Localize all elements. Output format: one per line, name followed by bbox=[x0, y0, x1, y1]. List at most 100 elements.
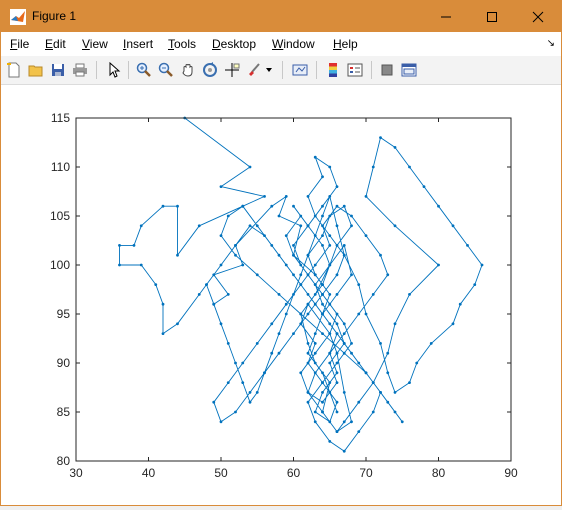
data-point[interactable] bbox=[335, 322, 339, 326]
data-point[interactable] bbox=[299, 322, 303, 326]
data-point[interactable] bbox=[321, 214, 324, 218]
data-point[interactable] bbox=[393, 146, 397, 149]
data-point[interactable] bbox=[328, 381, 332, 384]
data-point[interactable] bbox=[313, 293, 317, 296]
data-point[interactable] bbox=[306, 391, 310, 394]
data-point[interactable] bbox=[342, 420, 346, 424]
maximize-button[interactable] bbox=[469, 1, 515, 32]
data-point[interactable] bbox=[386, 400, 390, 404]
data-point[interactable] bbox=[284, 234, 288, 238]
data-point[interactable] bbox=[342, 342, 346, 345]
data-point[interactable] bbox=[306, 302, 310, 306]
data-cursor-button[interactable] bbox=[222, 60, 242, 80]
data-point[interactable] bbox=[292, 204, 295, 208]
data-point[interactable] bbox=[292, 293, 295, 296]
save-button[interactable] bbox=[48, 60, 68, 80]
data-point[interactable] bbox=[342, 332, 346, 335]
data-point[interactable] bbox=[255, 224, 259, 228]
data-point[interactable] bbox=[226, 381, 230, 384]
rotate-button[interactable] bbox=[200, 60, 220, 80]
data-point[interactable] bbox=[277, 351, 281, 355]
menu-view[interactable]: View bbox=[82, 37, 108, 51]
data-point[interactable] bbox=[335, 410, 339, 414]
data-point[interactable] bbox=[255, 273, 259, 277]
data-point[interactable] bbox=[299, 312, 303, 316]
data-point[interactable] bbox=[234, 253, 237, 257]
data-point[interactable] bbox=[313, 332, 317, 335]
data-point[interactable] bbox=[313, 371, 317, 375]
data-point[interactable] bbox=[313, 410, 317, 414]
data-point[interactable] bbox=[328, 165, 332, 169]
data-point[interactable] bbox=[270, 244, 274, 247]
plot-area[interactable]: 30 40 50 60 70 80 90 80 85 90 95 100 105 110 115 bbox=[1, 85, 561, 505]
data-point[interactable] bbox=[321, 175, 324, 179]
brush-button[interactable] bbox=[244, 60, 264, 80]
data-point[interactable] bbox=[321, 400, 324, 404]
data-point[interactable] bbox=[306, 224, 310, 228]
insert-legend-button[interactable] bbox=[345, 60, 365, 80]
data-point[interactable] bbox=[270, 351, 274, 355]
data-point[interactable] bbox=[342, 322, 346, 326]
data-point[interactable] bbox=[219, 185, 223, 188]
data-point[interactable] bbox=[328, 420, 332, 424]
data-point[interactable] bbox=[328, 351, 332, 355]
data-point[interactable] bbox=[197, 224, 201, 228]
menu-desktop[interactable]: Desktop bbox=[212, 37, 257, 51]
data-point[interactable] bbox=[321, 204, 324, 208]
menu-window[interactable]: Window bbox=[272, 37, 315, 51]
data-point[interactable] bbox=[321, 302, 324, 306]
data-point[interactable] bbox=[393, 410, 397, 414]
data-point[interactable] bbox=[313, 351, 317, 355]
data-point[interactable] bbox=[292, 244, 295, 247]
data-point[interactable] bbox=[335, 332, 339, 335]
data-point[interactable] bbox=[292, 332, 295, 335]
data-point[interactable] bbox=[292, 273, 295, 277]
data-point[interactable] bbox=[226, 293, 230, 296]
data-point[interactable] bbox=[321, 410, 324, 414]
pan-button[interactable] bbox=[178, 60, 198, 80]
data-point[interactable] bbox=[328, 361, 332, 365]
data-point[interactable] bbox=[270, 204, 274, 208]
data-point[interactable] bbox=[371, 165, 375, 169]
data-point[interactable] bbox=[234, 361, 237, 365]
data-point[interactable] bbox=[422, 185, 426, 188]
data-point[interactable] bbox=[480, 263, 484, 267]
data-point[interactable] bbox=[350, 214, 353, 218]
data-point[interactable] bbox=[306, 400, 310, 404]
data-point[interactable] bbox=[313, 263, 317, 267]
data-point[interactable] bbox=[248, 224, 252, 228]
data-point[interactable] bbox=[299, 214, 303, 218]
data-point[interactable] bbox=[328, 234, 332, 238]
data-point[interactable] bbox=[335, 224, 339, 228]
data-point[interactable] bbox=[226, 214, 230, 218]
data-point[interactable] bbox=[342, 351, 346, 355]
data-point[interactable] bbox=[306, 253, 310, 257]
data-point[interactable] bbox=[328, 244, 332, 247]
data-point[interactable] bbox=[321, 234, 324, 238]
data-point[interactable] bbox=[299, 224, 303, 228]
data-point[interactable] bbox=[161, 332, 165, 335]
data-point[interactable] bbox=[364, 195, 368, 198]
data-point[interactable] bbox=[408, 293, 411, 296]
data-point[interactable] bbox=[284, 195, 288, 198]
data-point[interactable] bbox=[321, 371, 324, 375]
data-point[interactable] bbox=[118, 244, 121, 247]
data-point[interactable] bbox=[197, 293, 201, 296]
close-button[interactable] bbox=[515, 1, 561, 32]
data-point[interactable] bbox=[139, 224, 143, 228]
menu-dock-arrow-icon[interactable]: ↘ bbox=[546, 38, 555, 49]
data-point[interactable] bbox=[429, 342, 433, 345]
data-point[interactable] bbox=[321, 293, 324, 296]
data-point[interactable] bbox=[342, 253, 346, 257]
data-point[interactable] bbox=[306, 312, 310, 316]
data-point[interactable] bbox=[379, 136, 382, 139]
data-point[interactable] bbox=[306, 273, 310, 277]
data-point[interactable] bbox=[408, 165, 411, 169]
data-point[interactable] bbox=[292, 253, 295, 257]
data-point[interactable] bbox=[451, 322, 455, 326]
data-point[interactable] bbox=[328, 440, 332, 443]
brush-dropdown[interactable] bbox=[263, 60, 275, 80]
data-point[interactable] bbox=[357, 400, 361, 404]
print-button[interactable] bbox=[70, 60, 90, 80]
data-point[interactable] bbox=[466, 244, 469, 247]
